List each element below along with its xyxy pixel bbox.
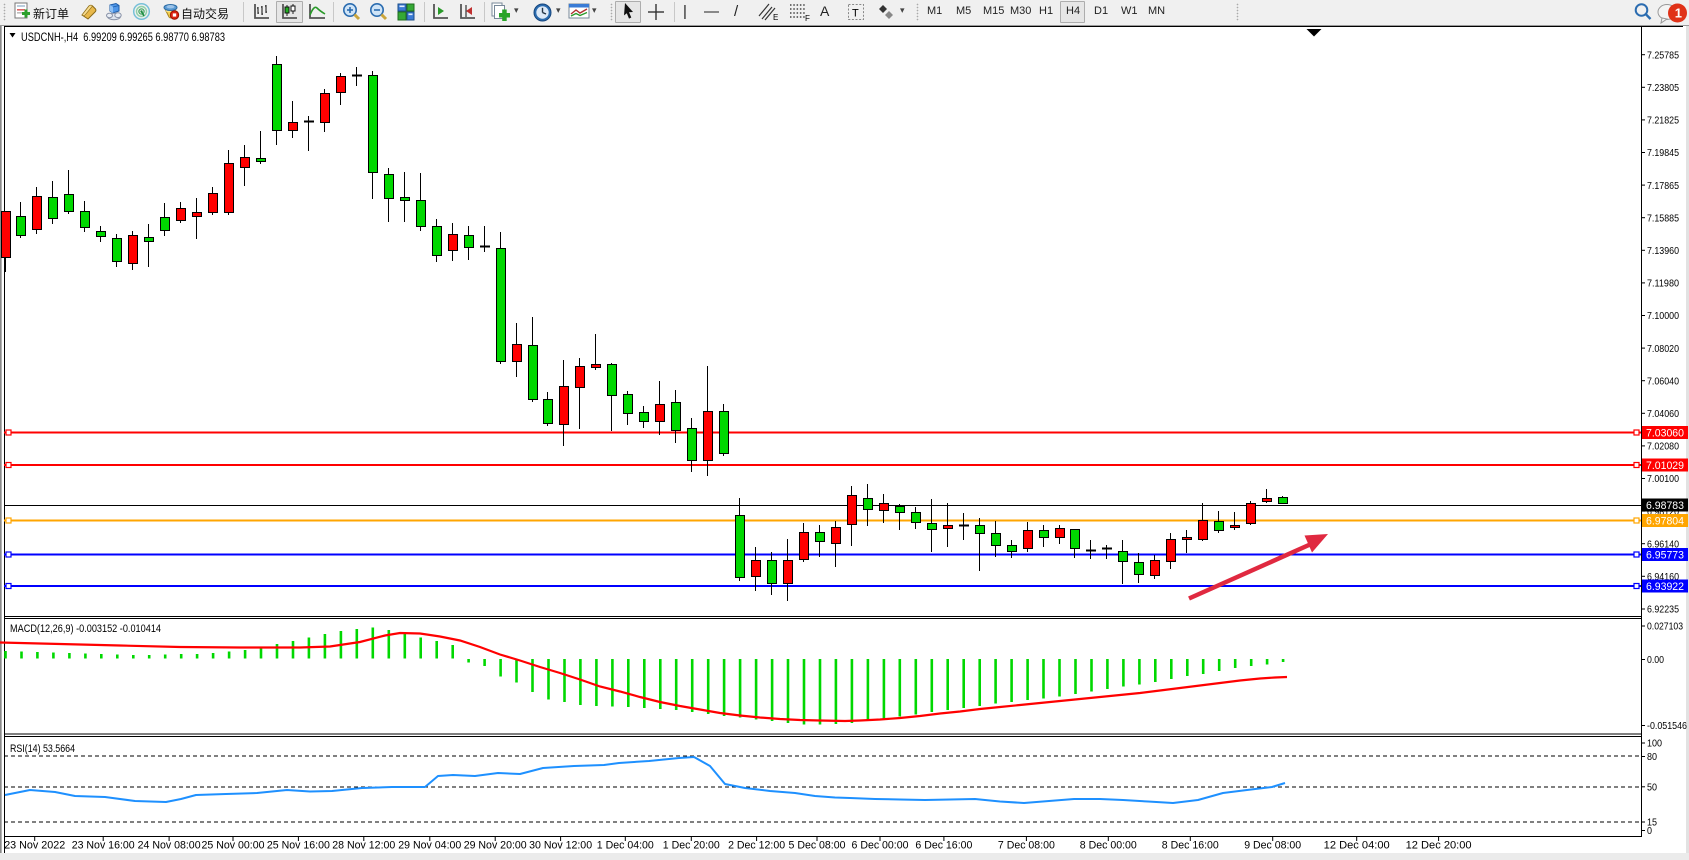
svg-text:24 Nov 08:00: 24 Nov 08:00 (138, 840, 201, 852)
svg-text:25 Nov 16:00: 25 Nov 16:00 (267, 840, 330, 852)
svg-text:6.97804: 6.97804 (1646, 515, 1684, 527)
svg-text:7.25785: 7.25785 (1647, 49, 1679, 61)
svg-text:7.03060: 7.03060 (1646, 427, 1684, 439)
svg-text:9 Dec 08:00: 9 Dec 08:00 (1244, 840, 1301, 852)
svg-text:1: 1 (1675, 6, 1682, 21)
svg-text:USDCNH-,H4 6.99209 6.99265 6.: USDCNH-,H4 6.99209 6.99265 6.98770 6.987… (21, 30, 225, 44)
svg-text:1 Dec 04:00: 1 Dec 04:00 (597, 840, 654, 852)
svg-text:0.00: 0.00 (1647, 654, 1664, 666)
svg-text:7.04060: 7.04060 (1647, 408, 1679, 420)
svg-text:6.93922: 6.93922 (1646, 581, 1684, 593)
svg-text:7.00100: 7.00100 (1647, 473, 1679, 485)
svg-text:28 Nov 12:00: 28 Nov 12:00 (332, 840, 395, 852)
svg-text:7.08020: 7.08020 (1647, 343, 1679, 355)
svg-text:6.92235: 6.92235 (1647, 604, 1679, 616)
svg-text:6.98783: 6.98783 (1646, 500, 1684, 512)
svg-text:0: 0 (1647, 825, 1652, 837)
svg-text:29 Nov 20:00: 29 Nov 20:00 (464, 840, 527, 852)
svg-text:2 Dec 12:00: 2 Dec 12:00 (728, 840, 785, 852)
svg-text:8 Dec 16:00: 8 Dec 16:00 (1162, 840, 1219, 852)
svg-text:7.10000: 7.10000 (1647, 310, 1679, 322)
svg-text:7.06040: 7.06040 (1647, 375, 1679, 387)
svg-text:50: 50 (1647, 782, 1657, 794)
svg-text:6 Dec 16:00: 6 Dec 16:00 (915, 840, 972, 852)
svg-text:F: F (805, 14, 810, 22)
svg-text:12 Dec 20:00: 12 Dec 20:00 (1406, 840, 1472, 852)
svg-text:5 Dec 08:00: 5 Dec 08:00 (789, 840, 846, 852)
svg-text:100: 100 (1647, 738, 1662, 750)
svg-text:6.95773: 6.95773 (1646, 549, 1684, 561)
svg-text:7 Dec 08:00: 7 Dec 08:00 (998, 840, 1055, 852)
svg-text:E: E (773, 13, 778, 22)
svg-text:-0.051546: -0.051546 (1647, 720, 1687, 732)
svg-text:15: 15 (1647, 817, 1657, 829)
svg-text:7.02080: 7.02080 (1647, 441, 1679, 453)
svg-text:6.96140: 6.96140 (1647, 538, 1679, 550)
svg-text:12 Dec 04:00: 12 Dec 04:00 (1324, 840, 1390, 852)
svg-text:7.21825: 7.21825 (1647, 115, 1679, 127)
svg-text:7.13960: 7.13960 (1647, 245, 1679, 257)
svg-text:23 Nov 2022: 23 Nov 2022 (4, 840, 65, 852)
svg-text:29 Nov 04:00: 29 Nov 04:00 (398, 840, 461, 852)
svg-text:MACD(12,26,9) -0.003152 -0.010: MACD(12,26,9) -0.003152 -0.010414 (10, 623, 161, 635)
svg-text:80: 80 (1647, 751, 1657, 763)
svg-text:25 Nov 00:00: 25 Nov 00:00 (202, 840, 265, 852)
svg-text:6 Dec 00:00: 6 Dec 00:00 (852, 840, 909, 852)
svg-text:7.01029: 7.01029 (1646, 460, 1684, 472)
svg-text:T: T (852, 8, 859, 20)
svg-text:7.23805: 7.23805 (1647, 82, 1679, 94)
svg-text:RSI(14) 53.5664: RSI(14) 53.5664 (10, 743, 75, 755)
svg-text:23 Nov 16:00: 23 Nov 16:00 (72, 840, 135, 852)
svg-text:7.19845: 7.19845 (1647, 147, 1679, 159)
svg-text:8 Dec 00:00: 8 Dec 00:00 (1080, 840, 1137, 852)
svg-text:7.15885: 7.15885 (1647, 212, 1679, 224)
svg-text:0.027103: 0.027103 (1647, 621, 1683, 633)
svg-text:7.11980: 7.11980 (1647, 278, 1679, 290)
svg-text:7.17865: 7.17865 (1647, 180, 1679, 192)
svg-text:30 Nov 12:00: 30 Nov 12:00 (529, 840, 592, 852)
svg-text:1 Dec 20:00: 1 Dec 20:00 (663, 840, 720, 852)
